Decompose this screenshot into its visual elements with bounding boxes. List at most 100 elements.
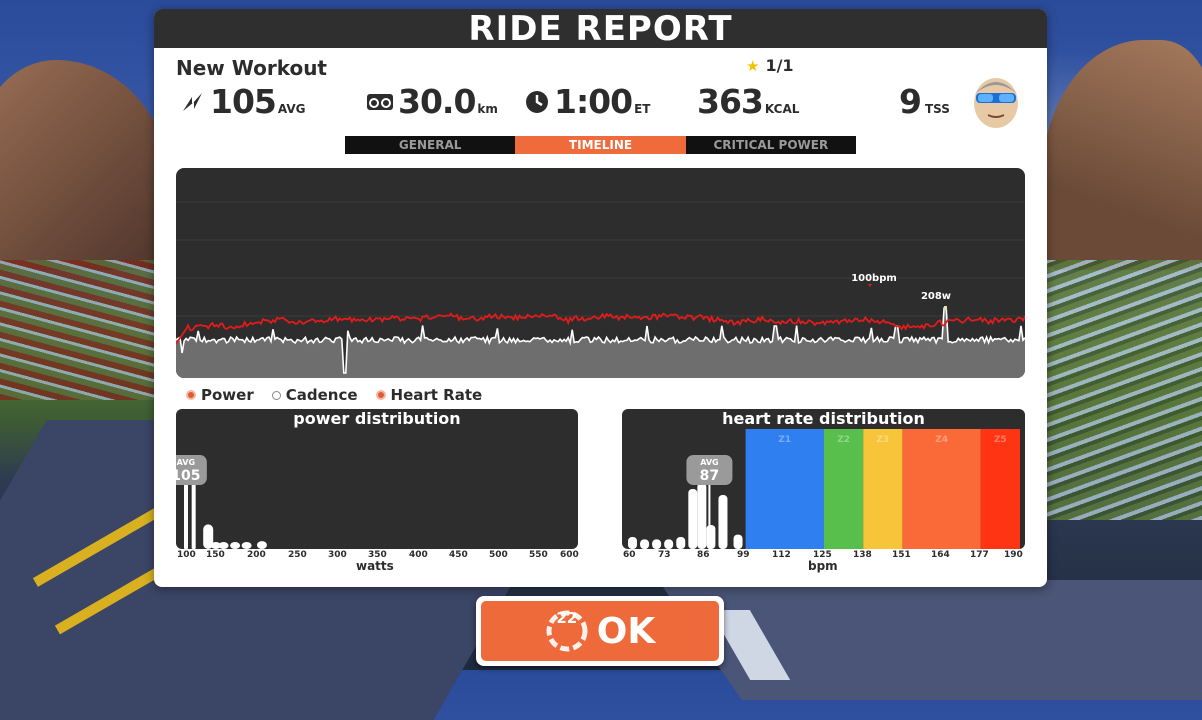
- tab-timeline[interactable]: TIMELINE: [515, 136, 686, 154]
- hr-distribution: heart rate distribution Z1 Z2 Z3 Z4 Z5 AVG 87 …: [622, 409, 1025, 573]
- ok-button-label: OK: [596, 610, 656, 652]
- hr-distribution-bar: [628, 537, 637, 549]
- tick-label: 86: [697, 550, 710, 560]
- rider-avatar[interactable]: [966, 71, 1026, 131]
- legend-heart-rate-toggle[interactable]: Heart Rate: [375, 386, 483, 404]
- stat-calories-value: 363: [697, 82, 764, 121]
- tick-label: 200: [247, 550, 266, 560]
- hr-zone-label: Z3: [876, 435, 889, 445]
- hr-zone-z3: [863, 429, 903, 549]
- star-icon: ★: [746, 57, 760, 75]
- heart-rate-toggle-icon: [375, 390, 386, 400]
- hr-avg-value: 87: [700, 468, 719, 484]
- tick-label: 164: [931, 550, 950, 560]
- workout-name: New Workout: [176, 56, 327, 80]
- tick-label: 125: [813, 550, 832, 560]
- timeline-plot: 100bpm 208w: [176, 201, 1025, 378]
- tick-label: 550: [529, 550, 548, 560]
- power-distribution-chart: power distribution AVG 105: [176, 409, 578, 549]
- stat-calories-unit: KCAL: [764, 102, 800, 116]
- cadence-toggle-icon: [271, 390, 281, 400]
- tab-critical-power[interactable]: CRITICAL POWER: [685, 136, 856, 154]
- tick-label: 450: [449, 550, 468, 560]
- tick-label: 99: [737, 550, 750, 560]
- stat-power-unit: AVG: [277, 102, 306, 116]
- hr-zone-z5: [980, 429, 1020, 549]
- hr-distribution-bar: [688, 489, 698, 549]
- hr-max-label: 100bpm: [851, 273, 897, 284]
- tick-label: 250: [288, 550, 307, 560]
- legend-cadence-label: Cadence: [285, 386, 358, 404]
- lightning-icon: [183, 92, 202, 111]
- star-rating: ★ 1/1: [746, 56, 794, 75]
- tab-general[interactable]: GENERAL: [345, 136, 516, 154]
- tick-label: 73: [658, 550, 671, 560]
- stat-time: 1:00 ET: [524, 82, 650, 121]
- stat-time-value: 1:00: [554, 82, 633, 121]
- legend-power-toggle[interactable]: Power: [186, 386, 254, 404]
- power-distribution-bar: [203, 524, 214, 549]
- tick-label: 600: [560, 550, 579, 560]
- tick-label: 350: [368, 550, 387, 560]
- clock-icon: [526, 90, 548, 113]
- power-distribution-ticks: 100 150 200 250 300 350 400 450 500 550 …: [176, 550, 579, 562]
- tick-label: 60: [623, 550, 636, 560]
- background-rock-right: [1042, 40, 1202, 270]
- power-distribution: power distribution AVG 105 100 150 200 25…: [176, 409, 579, 573]
- ride-report-panel: RIDE REPORT New Workout ★ 1/1 105 AVG 30.…: [154, 9, 1047, 587]
- stat-tss: 9 TSS: [899, 82, 950, 121]
- stat-time-unit: ET: [634, 102, 651, 116]
- power-distribution-bar: [210, 541, 221, 549]
- heart-rate-line: [176, 312, 1025, 345]
- star-count: 1/1: [765, 56, 794, 75]
- hr-max-marker: [868, 284, 872, 287]
- hr-distribution-bar: [676, 537, 686, 549]
- power-distribution-bar: [191, 465, 196, 549]
- stat-power: 105 AVG: [180, 82, 306, 121]
- legend-heart-rate-label: Heart Rate: [390, 386, 483, 404]
- hr-distribution-xlabel: bpm: [808, 559, 838, 573]
- panel-title: RIDE REPORT: [154, 9, 1047, 49]
- legend-cadence-toggle[interactable]: Cadence: [271, 386, 358, 404]
- power-distribution-bar: [230, 541, 241, 549]
- background-flowers-left: [0, 260, 170, 400]
- hr-distribution-bar: [640, 539, 650, 549]
- report-tabs: GENERAL TIMELINE CRITICAL POWER: [345, 136, 856, 154]
- stat-tss-value: 9: [899, 82, 922, 121]
- tick-label: 100: [177, 550, 196, 560]
- hr-avg-label: AVG: [700, 458, 718, 467]
- ok-button[interactable]: 22 OK: [476, 596, 724, 666]
- tick-label: 300: [328, 550, 347, 560]
- power-distribution-title: power distribution: [293, 409, 461, 428]
- hr-distribution-ticks: 60 73 86 99 112 125 138 151 164 177 190: [622, 550, 1025, 562]
- stat-distance-value: 30.0: [398, 82, 476, 121]
- power-line: [176, 307, 1025, 374]
- stat-distance-unit: km: [477, 102, 498, 116]
- tick-label: 151: [892, 550, 911, 560]
- countdown-ring: 22: [545, 609, 589, 653]
- background-rock-left: [0, 60, 170, 270]
- countdown-ring-icon: [546, 610, 588, 652]
- hr-zone-label: Z2: [837, 435, 850, 445]
- hr-distribution-bar: [697, 483, 707, 549]
- tick-label: 112: [772, 550, 791, 560]
- hr-zone-label: Z4: [935, 435, 948, 445]
- hr-zone-z4: [902, 429, 981, 549]
- ok-button-face[interactable]: 22 OK: [481, 601, 719, 661]
- countdown-value: 22: [556, 609, 578, 627]
- background-flowers-right: [1032, 260, 1202, 520]
- stat-tss-unit: TSS: [924, 102, 950, 116]
- hr-distribution-bar: [706, 525, 716, 549]
- hr-distribution-bar: [718, 495, 728, 549]
- hr-zone-z2: [824, 429, 864, 549]
- hr-distribution-title: heart rate distribution: [722, 409, 925, 428]
- hr-zone-label: Z5: [994, 435, 1007, 445]
- power-distribution-bar: [218, 541, 229, 549]
- timeline-chart: 100bpm 208w: [176, 168, 1025, 378]
- bike-icon: [367, 93, 393, 110]
- stat-power-value: 105: [210, 82, 277, 121]
